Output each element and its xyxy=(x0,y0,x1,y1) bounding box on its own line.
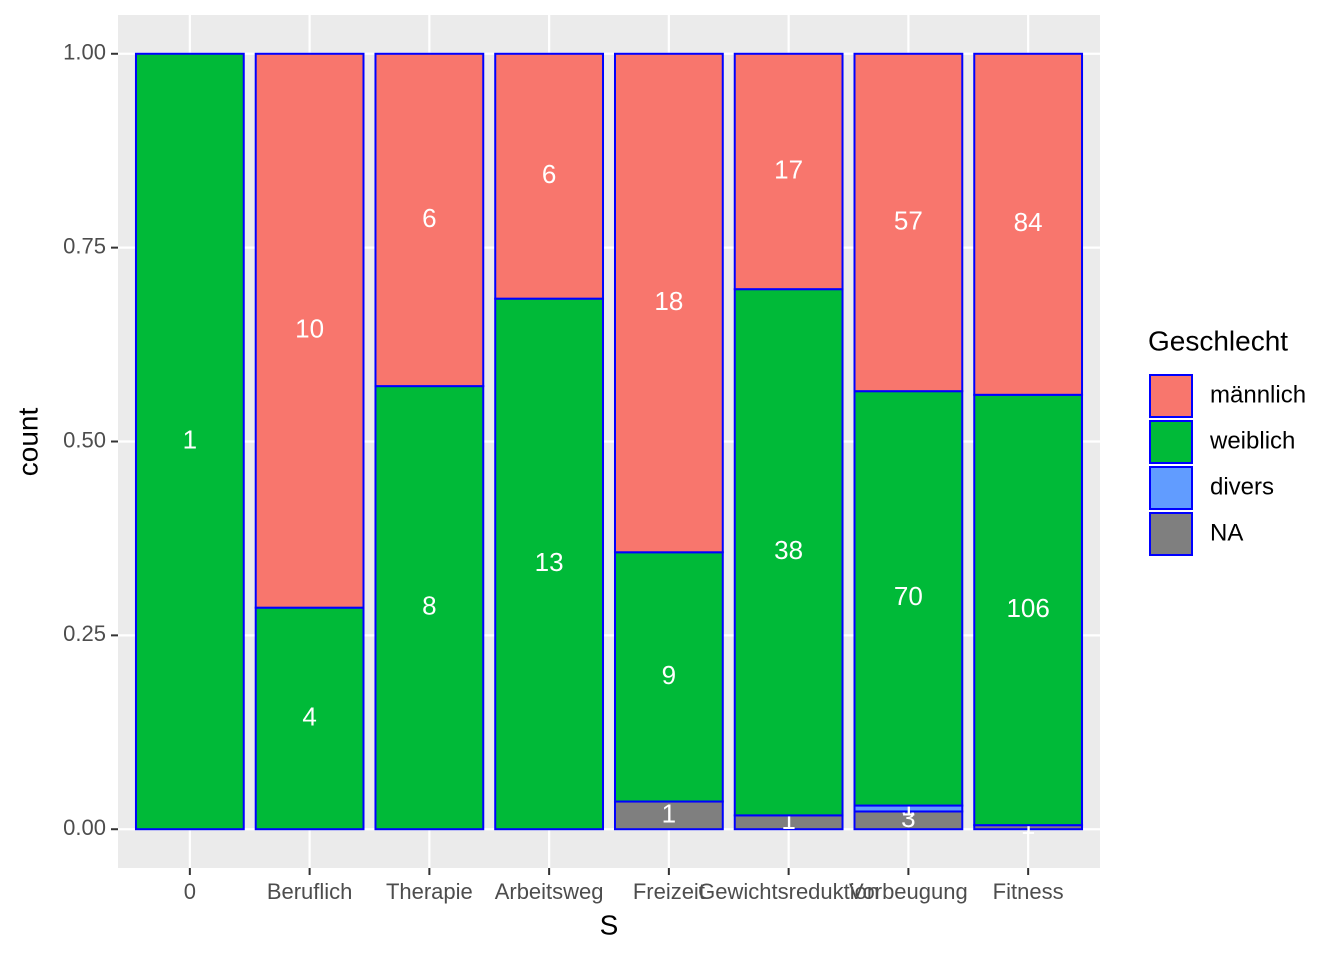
bar-label: 6 xyxy=(542,159,556,189)
legend-title: Geschlecht xyxy=(1148,325,1288,356)
x-tick-label: Vorbeugung xyxy=(849,879,968,904)
bars: 141086136191813817317057110684 xyxy=(134,52,1084,840)
bar-segment xyxy=(613,551,724,803)
legend-label: divers xyxy=(1210,473,1274,500)
y-axis-title: count xyxy=(12,408,43,477)
bar-label: 57 xyxy=(894,205,923,235)
bar-label: 9 xyxy=(662,660,676,690)
bar-segment xyxy=(733,52,844,291)
bar-segment xyxy=(254,606,365,831)
x-tick-label: Gewichtsreduktion xyxy=(698,879,879,904)
y-tick-label: 0.75 xyxy=(63,233,106,258)
x-axis-title: S xyxy=(600,909,619,940)
bar-segment xyxy=(853,390,964,807)
bar-label: 4 xyxy=(302,701,316,731)
bar-segment xyxy=(494,297,605,831)
bar-segment xyxy=(613,52,724,554)
x-tick-label: Fitness xyxy=(993,879,1064,904)
bar-segment xyxy=(973,52,1084,396)
bar-segment xyxy=(134,52,245,831)
bar-segment xyxy=(494,52,605,300)
legend-label: weiblich xyxy=(1209,427,1295,454)
bar-segment xyxy=(254,52,365,609)
x-tick-label: Arbeitsweg xyxy=(495,879,604,904)
legend-label: NA xyxy=(1210,519,1243,546)
y-tick-label: 0.25 xyxy=(63,621,106,646)
bar-label: 13 xyxy=(535,547,564,577)
bar-label: 1 xyxy=(662,798,676,828)
bar-label: 84 xyxy=(1014,207,1043,237)
legend-key xyxy=(1149,420,1193,464)
x-tick-label: Freizeit xyxy=(633,879,705,904)
bar-segment xyxy=(374,385,485,831)
legend-key xyxy=(1149,512,1193,556)
y-tick-label: 0.50 xyxy=(63,427,106,452)
bar-label: 70 xyxy=(894,581,923,611)
bar-segment xyxy=(853,52,964,393)
legend-key xyxy=(1149,374,1193,418)
bar-label: 17 xyxy=(774,154,803,184)
x-tick-label: Beruflich xyxy=(267,879,353,904)
bar-segment xyxy=(374,52,485,388)
bar-label: 1 xyxy=(183,424,197,454)
legend-key xyxy=(1149,466,1193,510)
bar-label: 106 xyxy=(1006,593,1049,623)
legend-label: männlich xyxy=(1210,381,1306,408)
y-tick-label: 0.00 xyxy=(63,815,106,840)
bar-label: 8 xyxy=(422,591,436,621)
bar-label: 38 xyxy=(774,535,803,565)
bar-label: 6 xyxy=(422,203,436,233)
bar-label: 18 xyxy=(654,286,683,316)
x-tick-label: 0 xyxy=(184,879,196,904)
bar-label: 10 xyxy=(295,314,324,344)
bar-segment xyxy=(733,288,844,817)
y-tick-label: 1.00 xyxy=(63,40,106,65)
x-tick-label: Therapie xyxy=(386,879,473,904)
bar-segment xyxy=(613,800,724,831)
